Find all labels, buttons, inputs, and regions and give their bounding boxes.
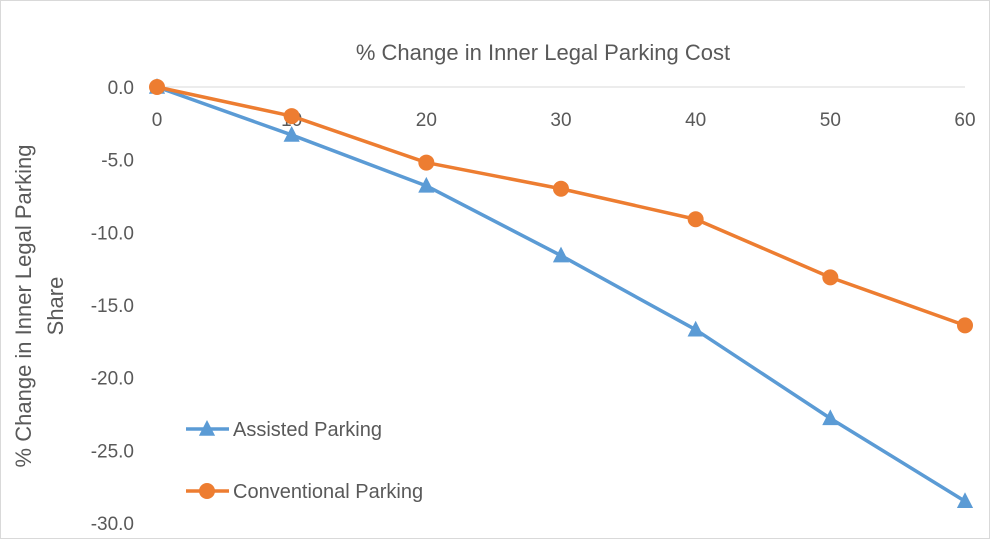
legend-label: Conventional Parking xyxy=(233,481,423,503)
legend-item: Conventional Parking xyxy=(186,481,423,503)
data-point-triangle xyxy=(956,492,974,508)
y-tick-label: 0.0 xyxy=(108,78,134,99)
y-axis-label-line-2: Share xyxy=(43,277,68,336)
data-point-circle xyxy=(687,211,704,228)
data-point-triangle xyxy=(687,320,704,337)
data-point-circle xyxy=(283,108,300,125)
x-tick-label: 40 xyxy=(685,110,706,131)
y-tick-label: -25.0 xyxy=(91,441,134,462)
series-assisted-parking xyxy=(148,78,974,508)
data-point-triangle xyxy=(283,125,300,142)
legend: Assisted Parking Conventional Parking xyxy=(186,419,423,503)
x-tick-label: 50 xyxy=(820,110,841,131)
y-axis-ticks: 0.0 -5.0 -10.0 -15.0 -20.0 -25.0 -30.0 xyxy=(91,78,134,535)
chart-title: % Change in Inner Legal Parking Cost xyxy=(356,40,730,65)
x-tick-label: 0 xyxy=(152,110,163,131)
data-point-circle xyxy=(957,317,973,334)
data-point-circle xyxy=(149,79,165,95)
y-axis-label: % Change in Inner Legal Parking Share xyxy=(11,145,68,468)
x-tick-label: 60 xyxy=(954,110,975,131)
x-tick-label: 20 xyxy=(416,110,437,131)
series-group xyxy=(148,78,974,508)
data-point-circle xyxy=(553,180,569,197)
data-point-triangle xyxy=(552,246,570,263)
y-tick-label: -5.0 xyxy=(101,151,134,172)
data-point-triangle xyxy=(822,409,839,426)
data-point-circle xyxy=(418,154,435,171)
legend-label: Assisted Parking xyxy=(233,419,382,441)
series-conventional-parking xyxy=(149,79,973,334)
legend-marker-circle xyxy=(199,483,215,499)
y-tick-label: -10.0 xyxy=(91,223,134,244)
y-tick-label: -15.0 xyxy=(91,296,134,317)
y-tick-label: -30.0 xyxy=(91,514,134,535)
legend-marker-triangle xyxy=(198,420,216,436)
x-tick-label: 30 xyxy=(550,110,571,131)
legend-item: Assisted Parking xyxy=(186,419,382,441)
y-axis-label-line-1: % Change in Inner Legal Parking xyxy=(11,145,36,468)
data-point-triangle xyxy=(418,176,435,193)
y-tick-label: -20.0 xyxy=(91,369,134,390)
data-point-circle xyxy=(822,269,839,286)
